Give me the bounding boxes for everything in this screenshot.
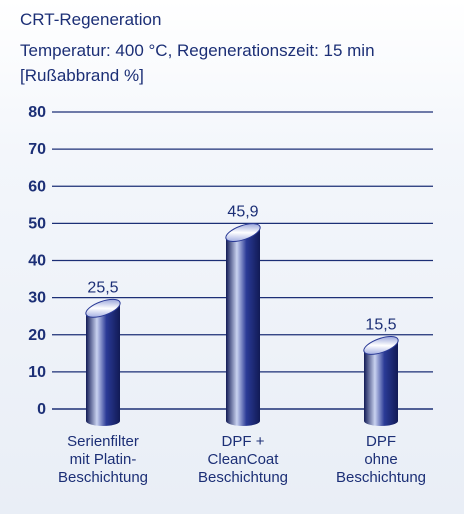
bar-body	[226, 226, 260, 426]
category-label-line: Beschichtung	[58, 469, 148, 486]
y-tick-label: 60	[28, 178, 46, 195]
bar-body	[364, 339, 398, 426]
category-label: DPF + CleanCoat Beschichtung	[198, 433, 288, 486]
y-tick-label: 50	[28, 215, 46, 232]
category-label-line: CleanCoat	[208, 451, 280, 468]
value-label: 25,5	[87, 279, 118, 296]
y-tick-label: 70	[28, 141, 46, 158]
bar	[363, 336, 399, 426]
value-label: 45,9	[227, 204, 258, 221]
category-label: Serienfilter mit Platin-Beschichtung	[58, 433, 148, 486]
category-label-line: Beschichtung	[198, 469, 288, 486]
category-label-line: DPF	[366, 433, 396, 450]
bar-cap	[225, 223, 261, 243]
chart-subtitle: Temperatur: 400 °C, Regenerationszeit: 1…	[20, 41, 375, 60]
value-label: 15,5	[365, 316, 396, 333]
category-label-line: ohne	[364, 451, 397, 468]
category-label-line: Beschichtung	[336, 469, 426, 486]
bar-cap	[363, 336, 399, 355]
bar-body	[86, 302, 120, 426]
y-axis-unit-label: [Rußabbrand %]	[20, 66, 144, 85]
y-tick-label: 30	[28, 290, 46, 307]
category-label-line: mit Platin-	[70, 451, 137, 468]
y-tick-label: 20	[28, 327, 46, 344]
y-tick-label: 0	[37, 401, 46, 418]
y-axis-ticks: 0 10 20 30 40 50 60 70 80	[28, 104, 46, 418]
bar	[85, 298, 121, 426]
category-label-line: DPF +	[222, 433, 265, 450]
y-tick-label: 10	[28, 364, 46, 381]
bar-cap	[85, 298, 121, 318]
category-label-line: Serienfilter	[67, 433, 139, 450]
y-tick-label: 40	[28, 253, 46, 270]
y-tick-label: 80	[28, 104, 46, 121]
category-label: DPF ohne Beschichtung	[336, 433, 426, 486]
bar	[225, 223, 261, 426]
chart-title: CRT-Regeneration	[20, 10, 162, 29]
